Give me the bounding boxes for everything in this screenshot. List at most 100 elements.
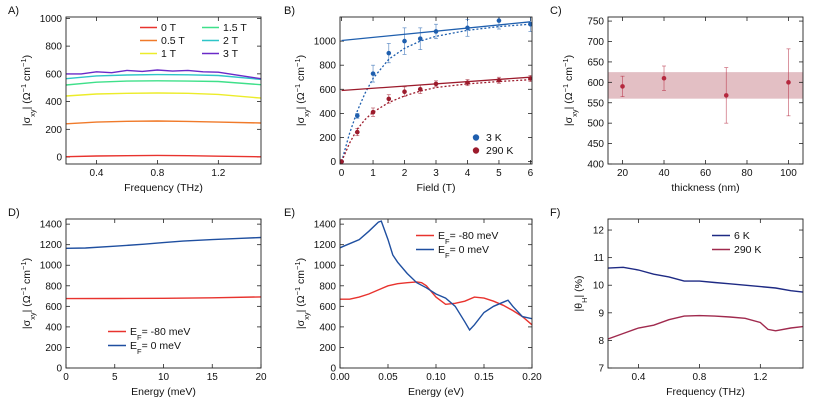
series-2-t-line: [66, 73, 261, 81]
y-tick-label: 9: [598, 308, 604, 319]
panel-c: C) 20 40 60 80 100 400 450 500 550 600 650 700 750 thi…: [550, 5, 804, 194]
legend-marker: [472, 147, 480, 154]
data-point: [355, 113, 360, 119]
x-tick-label: 20: [255, 372, 267, 383]
y-tick-label: 600: [45, 302, 62, 313]
panel-label: C): [550, 5, 562, 17]
x-tick-label: 100: [780, 168, 797, 179]
y-axis-label: |σxy| (Ω−1 cm−1): [293, 55, 311, 126]
y-axis-label: |σxy| (Ω−1 cm−1): [293, 258, 311, 329]
y-axis-label: |θH| (%): [573, 276, 589, 312]
legend-label: 0 T: [161, 22, 177, 34]
y-tick-label: 7: [598, 364, 604, 375]
legend-label: EF= 0 meV: [438, 244, 489, 260]
x-axis-label: Energy (eV): [408, 386, 464, 398]
panel-label: F): [550, 207, 560, 219]
y-tick-label: 1200: [314, 240, 337, 251]
panel-label: E): [284, 207, 295, 219]
y-tick-label: 500: [587, 119, 604, 130]
x-tick-label: 0.00: [330, 372, 350, 383]
y-tick-label: 800: [319, 61, 336, 72]
series-e-f-0-mev-line: [340, 220, 532, 332]
data-point: [496, 18, 502, 23]
x-tick-label: 0.10: [426, 372, 446, 383]
y-tick-label: 0: [56, 364, 62, 375]
plot-area: [620, 48, 791, 124]
x-tick-label: 0.20: [522, 372, 542, 383]
y-axis-label: |σxy| (Ω−1 cm−1): [561, 55, 579, 126]
series-1-t-line: [66, 92, 261, 99]
series-e-f-0-mev-line: [66, 236, 261, 249]
data-point: [723, 93, 729, 98]
y-tick-label: 200: [319, 343, 336, 354]
x-axis-label: Field (T): [416, 182, 455, 194]
plot-area: [340, 220, 532, 332]
legend-label: EF= -80 meV: [130, 326, 190, 342]
plot-area: [66, 69, 261, 158]
y-tick-label: 1000: [40, 261, 63, 272]
series-3-k-saturating-fit: [340, 23, 531, 162]
panel-label: A): [8, 5, 19, 17]
panel-d: D)0 5 10 15 200200400600800100012001400Energ…: [8, 207, 267, 398]
x-tick-label: 0: [339, 168, 345, 179]
y-tick-label: 600: [45, 69, 62, 80]
data-point: [786, 80, 791, 85]
y-tick-label: 200: [45, 343, 62, 354]
legend-label: 0.5 T: [161, 35, 185, 47]
y-tick-label: 1200: [40, 240, 63, 251]
legend-label: 3 T: [223, 48, 239, 60]
y-tick-label: 1400: [314, 220, 337, 231]
data-point: [402, 38, 407, 44]
y-tick-label: 0: [330, 157, 336, 168]
data-point: [528, 76, 532, 81]
series-0-5-t-line: [66, 120, 261, 125]
y-tick-label: 1400: [40, 220, 63, 231]
y-tick-label: 800: [45, 42, 62, 53]
y-tick-label: 10: [593, 281, 605, 292]
axes-frame: [65, 218, 262, 369]
x-axis-label: thickness (nm): [671, 182, 739, 194]
panel-label: B): [284, 5, 295, 17]
y-tick-label: 400: [587, 160, 604, 171]
y-tick-label: 8: [598, 336, 604, 347]
x-axis-label: Frequency (THz): [124, 182, 203, 194]
legend: 0 T0.5 T1 T 1.5 T2 T3 T: [140, 22, 247, 60]
series-290-k-line: [608, 314, 803, 340]
x-tick-label: 40: [658, 168, 670, 179]
plot-area: [340, 17, 532, 164]
data-point: [402, 89, 407, 95]
x-tick-label: 6: [528, 168, 534, 179]
series-1-5-t-line: [66, 80, 261, 86]
plot-area: [66, 236, 261, 300]
data-point: [417, 86, 423, 92]
legend-label: 1 T: [161, 48, 177, 60]
series-3-t-line: [66, 69, 261, 80]
y-tick-label: 550: [587, 98, 604, 109]
data-point: [528, 21, 532, 27]
panel-label: D): [8, 207, 20, 219]
x-tick-label: 0: [63, 372, 69, 383]
data-point: [386, 50, 392, 56]
axes-frame: [607, 16, 804, 165]
y-axis-label: |σxy| (Ω−1 cm−1): [19, 55, 37, 126]
legend-label: 290 K: [734, 244, 761, 256]
panel-a: A) 0.4 0.8 1.2 0 200 400 600 800 1000 Frequency (T…: [8, 5, 262, 194]
y-tick-label: 1000: [314, 261, 337, 272]
x-tick-label: 1.2: [211, 168, 225, 179]
data-point: [620, 84, 625, 89]
y-tick-label: 0: [56, 153, 62, 164]
y-tick-label: 11: [594, 253, 605, 264]
x-tick-label: 0.05: [378, 372, 398, 383]
data-point: [465, 25, 470, 31]
y-tick-label: 400: [45, 97, 62, 108]
y-tick-label: 450: [587, 139, 604, 150]
legend-label: 3 K: [486, 132, 502, 144]
x-tick-label: 0.8: [150, 168, 164, 179]
plot-area: [608, 266, 803, 340]
axes-frame: [65, 16, 262, 165]
y-tick-label: 600: [319, 85, 336, 96]
y-tick-label: 12: [593, 226, 605, 237]
x-tick-label: 1.2: [753, 372, 767, 383]
